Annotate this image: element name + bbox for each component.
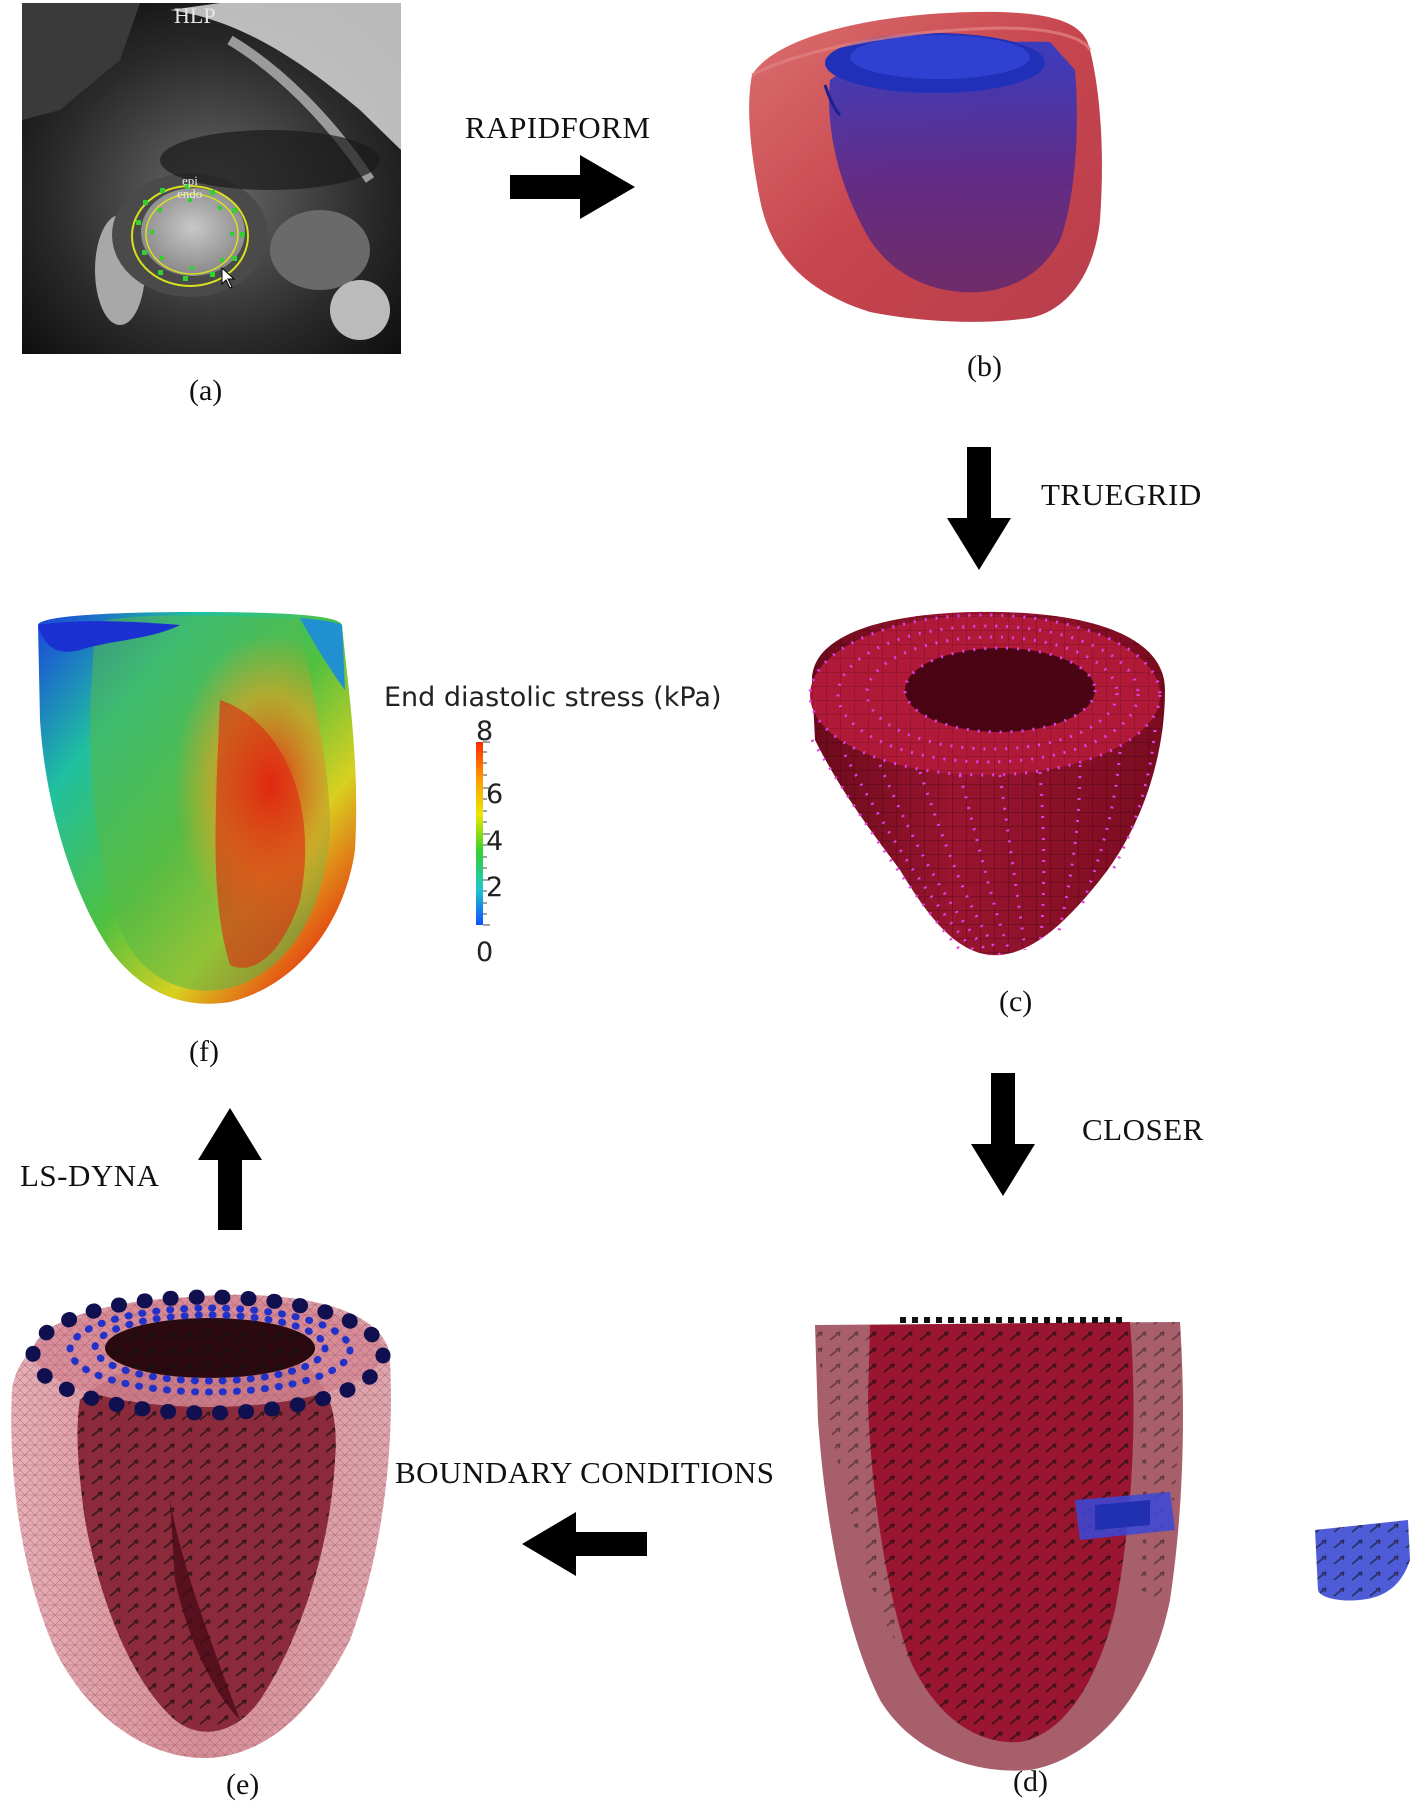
caption-a: (a)	[189, 374, 223, 407]
inner-bc-nodes	[66, 1304, 354, 1396]
arrow-down-icon-2	[971, 1073, 1035, 1196]
arrow-down-icon-1	[947, 447, 1011, 570]
panel-a-mri-image: HLP epi endo	[22, 3, 401, 354]
caption-e: (e)	[226, 1768, 260, 1801]
panel-c-truegrid-mesh	[808, 611, 1165, 957]
cursor-icon	[221, 266, 236, 289]
step-rapidform-label: RAPIDFORM	[465, 110, 651, 145]
colorbar-tick-4: 4	[486, 826, 504, 857]
caption-f: (f)	[189, 1035, 219, 1068]
colorbar-tick-2: 2	[486, 872, 504, 903]
caption-d: (d)	[1013, 1765, 1048, 1798]
panel-b-surface-model	[749, 11, 1102, 322]
step-truegrid-label: TRUEGRID	[1041, 477, 1202, 512]
colorbar-title: End diastolic stress (kPa)	[384, 682, 722, 713]
colorbar-tick-6: 6	[486, 779, 504, 810]
arrow-up-icon	[198, 1108, 262, 1230]
step-lsdyna-label: LS-DYNA	[20, 1158, 160, 1193]
mri-header-label: HLP	[174, 3, 216, 28]
contour-points	[136, 184, 245, 281]
mesh-node-columns	[810, 729, 1157, 957]
colorbar-tick-0: 0	[476, 937, 494, 968]
colorbar-tick-8: 8	[476, 716, 494, 747]
endo-label: endo	[177, 186, 202, 201]
panel-e-boundary-model	[11, 1289, 391, 1759]
arrow-left-icon	[522, 1512, 647, 1576]
mesh-node-rings	[808, 613, 1162, 777]
panel-f-stress-map	[38, 612, 357, 1004]
caption-c: (c)	[999, 985, 1033, 1018]
epi-label: epi	[182, 173, 198, 188]
panel-d-fiber-model	[815, 1317, 1410, 1771]
step-closer-label: CLOSER	[1082, 1112, 1204, 1147]
outer-bc-nodes	[25, 1289, 391, 1421]
step-boundary-label: BOUNDARY CONDITIONS	[395, 1455, 775, 1490]
arrow-right-icon	[510, 155, 635, 219]
stress-colorbar	[476, 741, 490, 926]
caption-b: (b)	[967, 350, 1002, 383]
